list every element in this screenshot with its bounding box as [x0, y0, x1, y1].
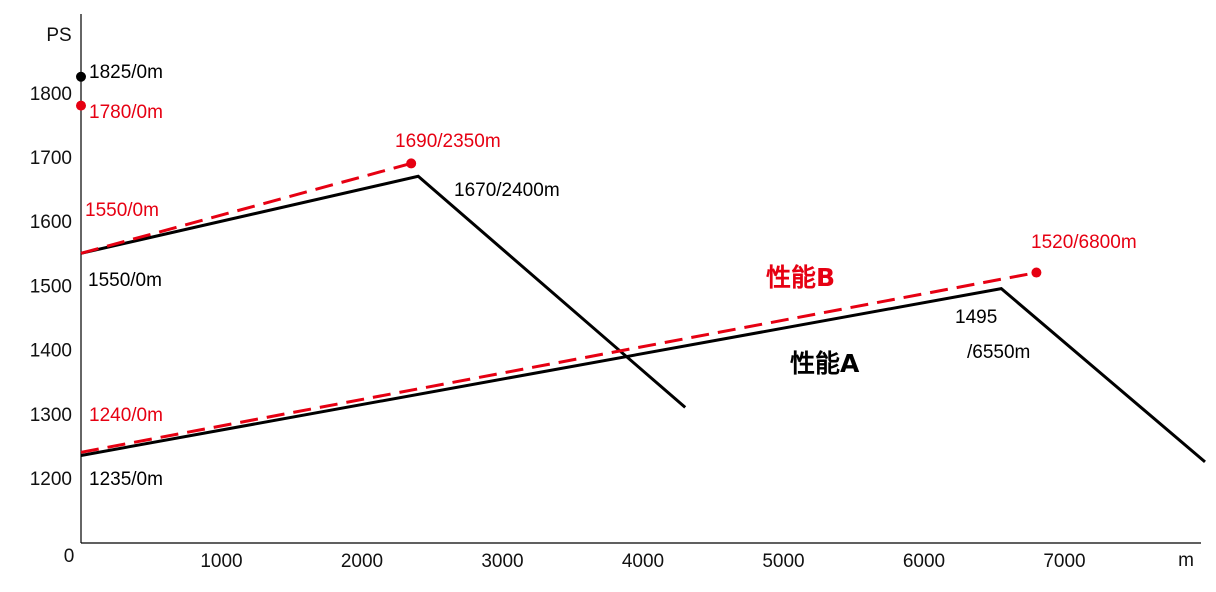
series-points	[76, 71, 1042, 278]
point-label: 1235/0m	[89, 469, 163, 490]
series-a-line	[80, 286, 1206, 464]
series-lines	[80, 161, 1206, 464]
tick-labels: 1000 2000 3000 4000 5000 6000 7000 1200 1300 1400…	[30, 25, 1194, 572]
series-a-point	[76, 71, 86, 82]
y-tick-label: 1300	[30, 405, 72, 426]
point-label: 1825/0m	[89, 62, 163, 83]
point-label: 1690/2350m	[395, 131, 501, 152]
y-tick-label: 1200	[30, 469, 72, 490]
x-tick-label: 5000	[762, 551, 804, 572]
series-b-point	[1031, 267, 1042, 278]
series-a-line	[80, 174, 687, 409]
y-tick-label: 1500	[30, 276, 72, 297]
x-tick-label: 1000	[200, 551, 242, 572]
origin-label: 0	[64, 546, 75, 567]
y-tick-label: 1700	[30, 148, 72, 169]
series-a-name: 性能A	[790, 349, 860, 378]
series-b-name: 性能B	[766, 263, 835, 292]
x-tick-label: 7000	[1043, 551, 1085, 572]
y-tick-label: 1400	[30, 341, 72, 362]
x-tick-label: 2000	[341, 551, 383, 572]
x-tick-label: 3000	[481, 551, 523, 572]
series-b-line	[80, 271, 1037, 454]
point-label: 1550/0m	[85, 200, 159, 221]
x-tick-label: 6000	[903, 551, 945, 572]
y-tick-label: 1600	[30, 212, 72, 233]
y-tick-label: 1800	[30, 84, 72, 105]
y-unit-label: PS	[46, 25, 71, 46]
series-b-point	[76, 100, 86, 111]
point-label: 1495	[955, 307, 997, 328]
point-label: 1240/0m	[89, 405, 163, 426]
series-b-point	[406, 158, 417, 169]
annotations: 1825/0m 1780/0m 1690/2350m 1670/2400m 1550/0…	[85, 62, 1137, 490]
point-label: 1520/6800m	[1031, 232, 1137, 253]
x-tick-label: 4000	[622, 551, 664, 572]
axes	[80, 14, 1201, 544]
x-unit-label: m	[1178, 550, 1194, 571]
point-label: 1780/0m	[89, 102, 163, 123]
point-label: /6550m	[967, 342, 1030, 363]
point-label: 1550/0m	[88, 270, 162, 291]
series-b-line	[80, 161, 412, 255]
point-label: 1670/2400m	[454, 180, 560, 201]
series-names: 性能B 性能A	[766, 263, 860, 378]
